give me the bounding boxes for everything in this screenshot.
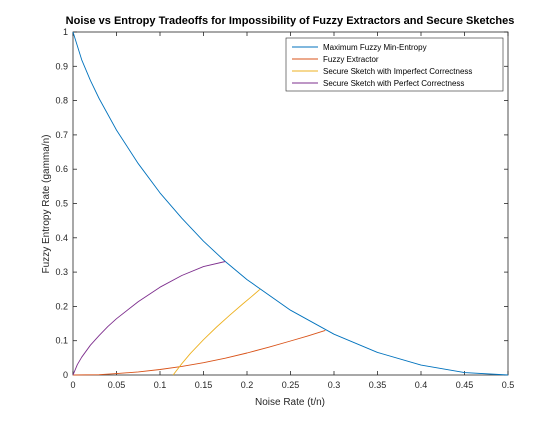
x-tick-label: 0.2 — [241, 380, 254, 390]
legend-label: Fuzzy Extractor — [323, 55, 379, 64]
x-tick-label: 0.4 — [415, 380, 428, 390]
y-tick-label: 0.8 — [55, 96, 68, 106]
legend: Maximum Fuzzy Min-Entropy Fuzzy Extractor… — [285, 37, 504, 92]
chart-title: Noise vs Entropy Tradeoffs for Impossibi… — [66, 15, 515, 27]
x-axis-ticks: 0 0.05 0.1 0.15 0.2 0.25 0.3 0.35 0.4 0.45 0.5 — [70, 32, 514, 390]
series-line-3 — [172, 288, 261, 376]
y-tick-label: 0.1 — [55, 336, 68, 346]
x-tick-label: 0.3 — [328, 380, 341, 390]
x-tick-label: 0.25 — [282, 380, 300, 390]
y-tick-label: 0 — [63, 370, 68, 380]
y-tick-label: 1 — [63, 27, 68, 37]
y-tick-label: 0.2 — [55, 301, 68, 311]
x-tick-label: 0.05 — [108, 380, 126, 390]
x-tick-label: 0.35 — [369, 380, 387, 390]
y-tick-label: 0.4 — [55, 233, 68, 243]
y-tick-label: 0.5 — [55, 199, 68, 209]
y-axis-ticks: 0 0.1 0.2 0.3 0.4 0.5 0.6 0.7 0.8 0.9 1 — [55, 27, 508, 380]
y-tick-label: 0.7 — [55, 130, 68, 140]
series-line-1 — [72, 31, 509, 376]
x-tick-label: 0 — [70, 380, 75, 390]
legend-label: Secure Sketch with Perfect Correctness — [323, 79, 464, 88]
y-tick-label: 0.9 — [55, 61, 68, 71]
legend-label: Maximum Fuzzy Min-Entropy — [323, 43, 427, 52]
series-line-2 — [72, 329, 326, 376]
series-line-4 — [72, 261, 226, 376]
legend-box — [285, 37, 504, 92]
x-tick-label: 0.45 — [456, 380, 474, 390]
x-tick-label: 0.1 — [154, 380, 167, 390]
y-axis-label: Fuzzy Entropy Rate (gamma/n) — [41, 135, 52, 274]
x-axis-label: Noise Rate (t/n) — [255, 397, 325, 408]
x-tick-label: 0.15 — [195, 380, 213, 390]
y-tick-label: 0.6 — [55, 164, 68, 174]
legend-label: Secure Sketch with Imperfect Correctness — [323, 67, 472, 76]
y-tick-label: 0.3 — [55, 267, 68, 277]
x-tick-label: 0.5 — [502, 380, 515, 390]
series-lines — [72, 31, 509, 376]
